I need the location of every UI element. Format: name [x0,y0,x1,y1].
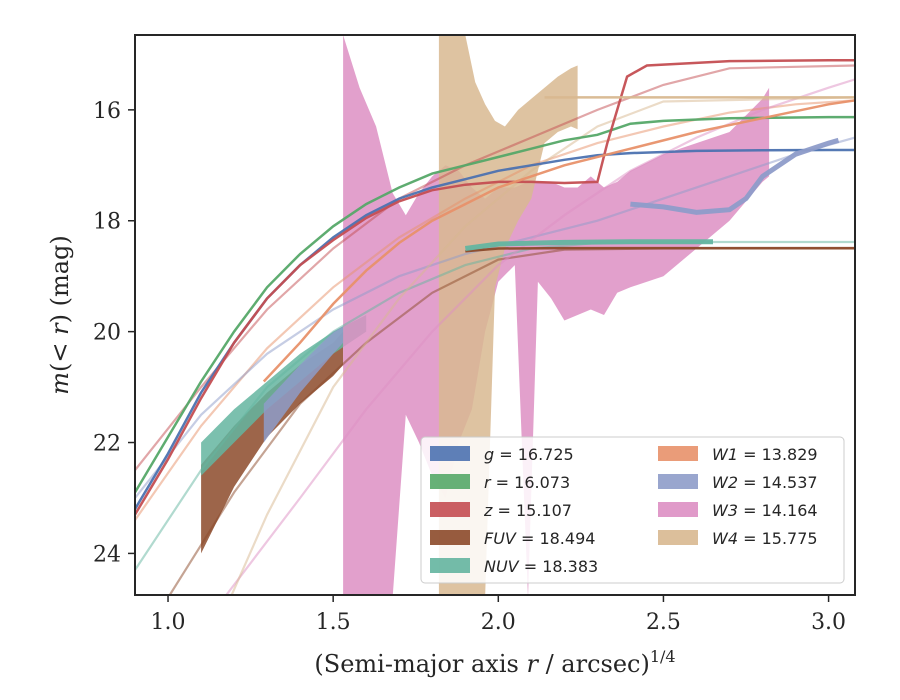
series-line-fuv [465,246,855,253]
legend-label-var: FUV [484,529,517,548]
legend-label-var: W2 [712,473,738,492]
x-axis-label-main: (Semi-major axis [314,650,526,678]
legend-swatch-r [430,474,470,489]
legend-swatch-z [430,502,470,517]
legend-label-value: = 15.775 [738,529,818,548]
y-axis: 16 18 20 22 24 [93,99,135,567]
x-tick-label: 1.5 [316,610,351,635]
x-tick-label: 2.0 [481,610,516,635]
series-line-r [135,115,855,494]
series-band-fuv [201,331,344,554]
x-axis-label-exponent: 1/4 [650,647,676,666]
legend-label-var: W3 [712,501,738,520]
legend-label-r: r = 16.073 [484,473,570,492]
series-band-w2 [263,326,344,443]
x-axis-label-rest: / arcsec) [538,650,650,678]
legend-label-w1: W1 = 13.829 [712,445,818,464]
series-line-w2 [630,137,840,215]
y-tick-label: 18 [93,210,121,235]
legend-label-fuv: FUV = 18.494 [484,529,595,548]
plot-frame [134,34,856,596]
y-axis-label-var: < r [46,322,74,363]
legend-label-value: = 18.383 [519,557,599,576]
legend-label-value: = 16.073 [491,473,571,492]
legend-box [420,436,845,584]
legend-label-w4: W4 = 15.775 [712,529,818,548]
y-tick-label: 22 [93,432,121,457]
series-line-nuv [464,239,713,251]
series-line-w1 [262,99,855,383]
y-tick-label: 24 [93,542,121,567]
x-tick-label: 3.0 [811,610,846,635]
y-axis-label-close: ) (mag) [46,235,74,323]
legend-swatch-w4 [658,530,698,545]
y-axis-label-m: m [46,372,74,395]
legend-label-var: r [484,473,492,492]
legend-label-value: = 18.494 [516,529,596,548]
legend-label-z: z = 15.107 [483,501,572,520]
x-axis-label-var: r [526,650,539,678]
series-line-z [135,59,855,516]
y-tick-label: 20 [93,321,121,346]
legend-label-value: = 14.537 [738,473,818,492]
legend-label-var: W4 [712,529,738,548]
legend-label-value: = 14.164 [738,501,818,520]
series-model-w4 [230,96,855,595]
legend-label-var: W1 [712,445,738,464]
legend-label-value: = 16.725 [494,445,574,464]
legend-label-var: z [483,501,493,520]
y-axis-label-open: ( [46,363,74,372]
legend-swatch-fuv [430,530,470,545]
x-tick-label: 2.5 [646,610,681,635]
x-axis: 1.0 1.5 2.0 2.5 3.0 [151,595,846,635]
legend-label-w3: W3 = 14.164 [712,501,818,520]
legend-label-w2: W2 = 14.537 [712,473,818,492]
y-axis-label: m(< r) (mag) [46,235,74,395]
legend-label-value: = 13.829 [738,445,818,464]
legend-swatch-g [430,446,470,461]
legend-swatch-w1 [658,446,698,461]
series-model-w3 [224,78,855,595]
legend-label-var: g [484,445,494,464]
legend-label-var: NUV [484,557,520,576]
legend-label-g: g = 16.725 [484,445,574,464]
legend-swatch-nuv [430,558,470,573]
legend-label-value: = 15.107 [492,501,572,520]
legend-swatch-w3 [658,502,698,517]
legend-swatch-w2 [658,474,698,489]
y-tick-label: 16 [93,99,121,124]
x-axis-label: (Semi-major axis r / arcsec)1/4 [314,647,675,678]
legend-label-nuv: NUV = 18.383 [484,557,598,576]
x-tick-label: 1.0 [151,610,186,635]
